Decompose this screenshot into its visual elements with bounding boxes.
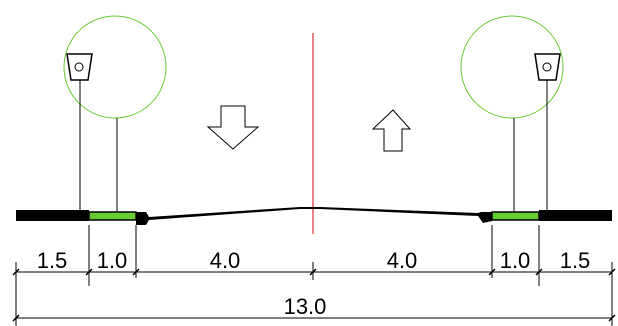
lamp-bulb-right <box>542 62 552 72</box>
green-strip-right <box>491 211 540 221</box>
arrow-up-icon <box>371 109 412 152</box>
dim-sidewalk-right: 1.5 <box>560 248 591 273</box>
dim-lane-right: 4.0 <box>387 248 418 273</box>
dimension-ticks <box>15 225 613 286</box>
dim-sidewalk-left: 1.5 <box>37 248 68 273</box>
sidewalk-left <box>16 210 89 221</box>
dim-green-strip-right: 1.0 <box>500 248 531 273</box>
dim-green-strip-left: 1.0 <box>97 248 128 273</box>
sidewalk-right <box>539 210 612 221</box>
dim-lane-left: 4.0 <box>210 248 241 273</box>
dimension-tick-marks <box>12 268 616 276</box>
street-lamp-icon <box>534 53 561 81</box>
dim-total-width: 13.0 <box>284 294 327 319</box>
lamp-bulb-left <box>74 62 84 72</box>
circle-crown-icon <box>460 15 564 119</box>
dimension-total-tick-marks <box>12 314 616 322</box>
circle-crown-icon <box>63 15 167 119</box>
green-strip-left <box>88 211 137 221</box>
street-lamp-icon <box>66 53 93 81</box>
carriageway <box>136 207 492 225</box>
arrow-down-icon <box>206 105 260 150</box>
